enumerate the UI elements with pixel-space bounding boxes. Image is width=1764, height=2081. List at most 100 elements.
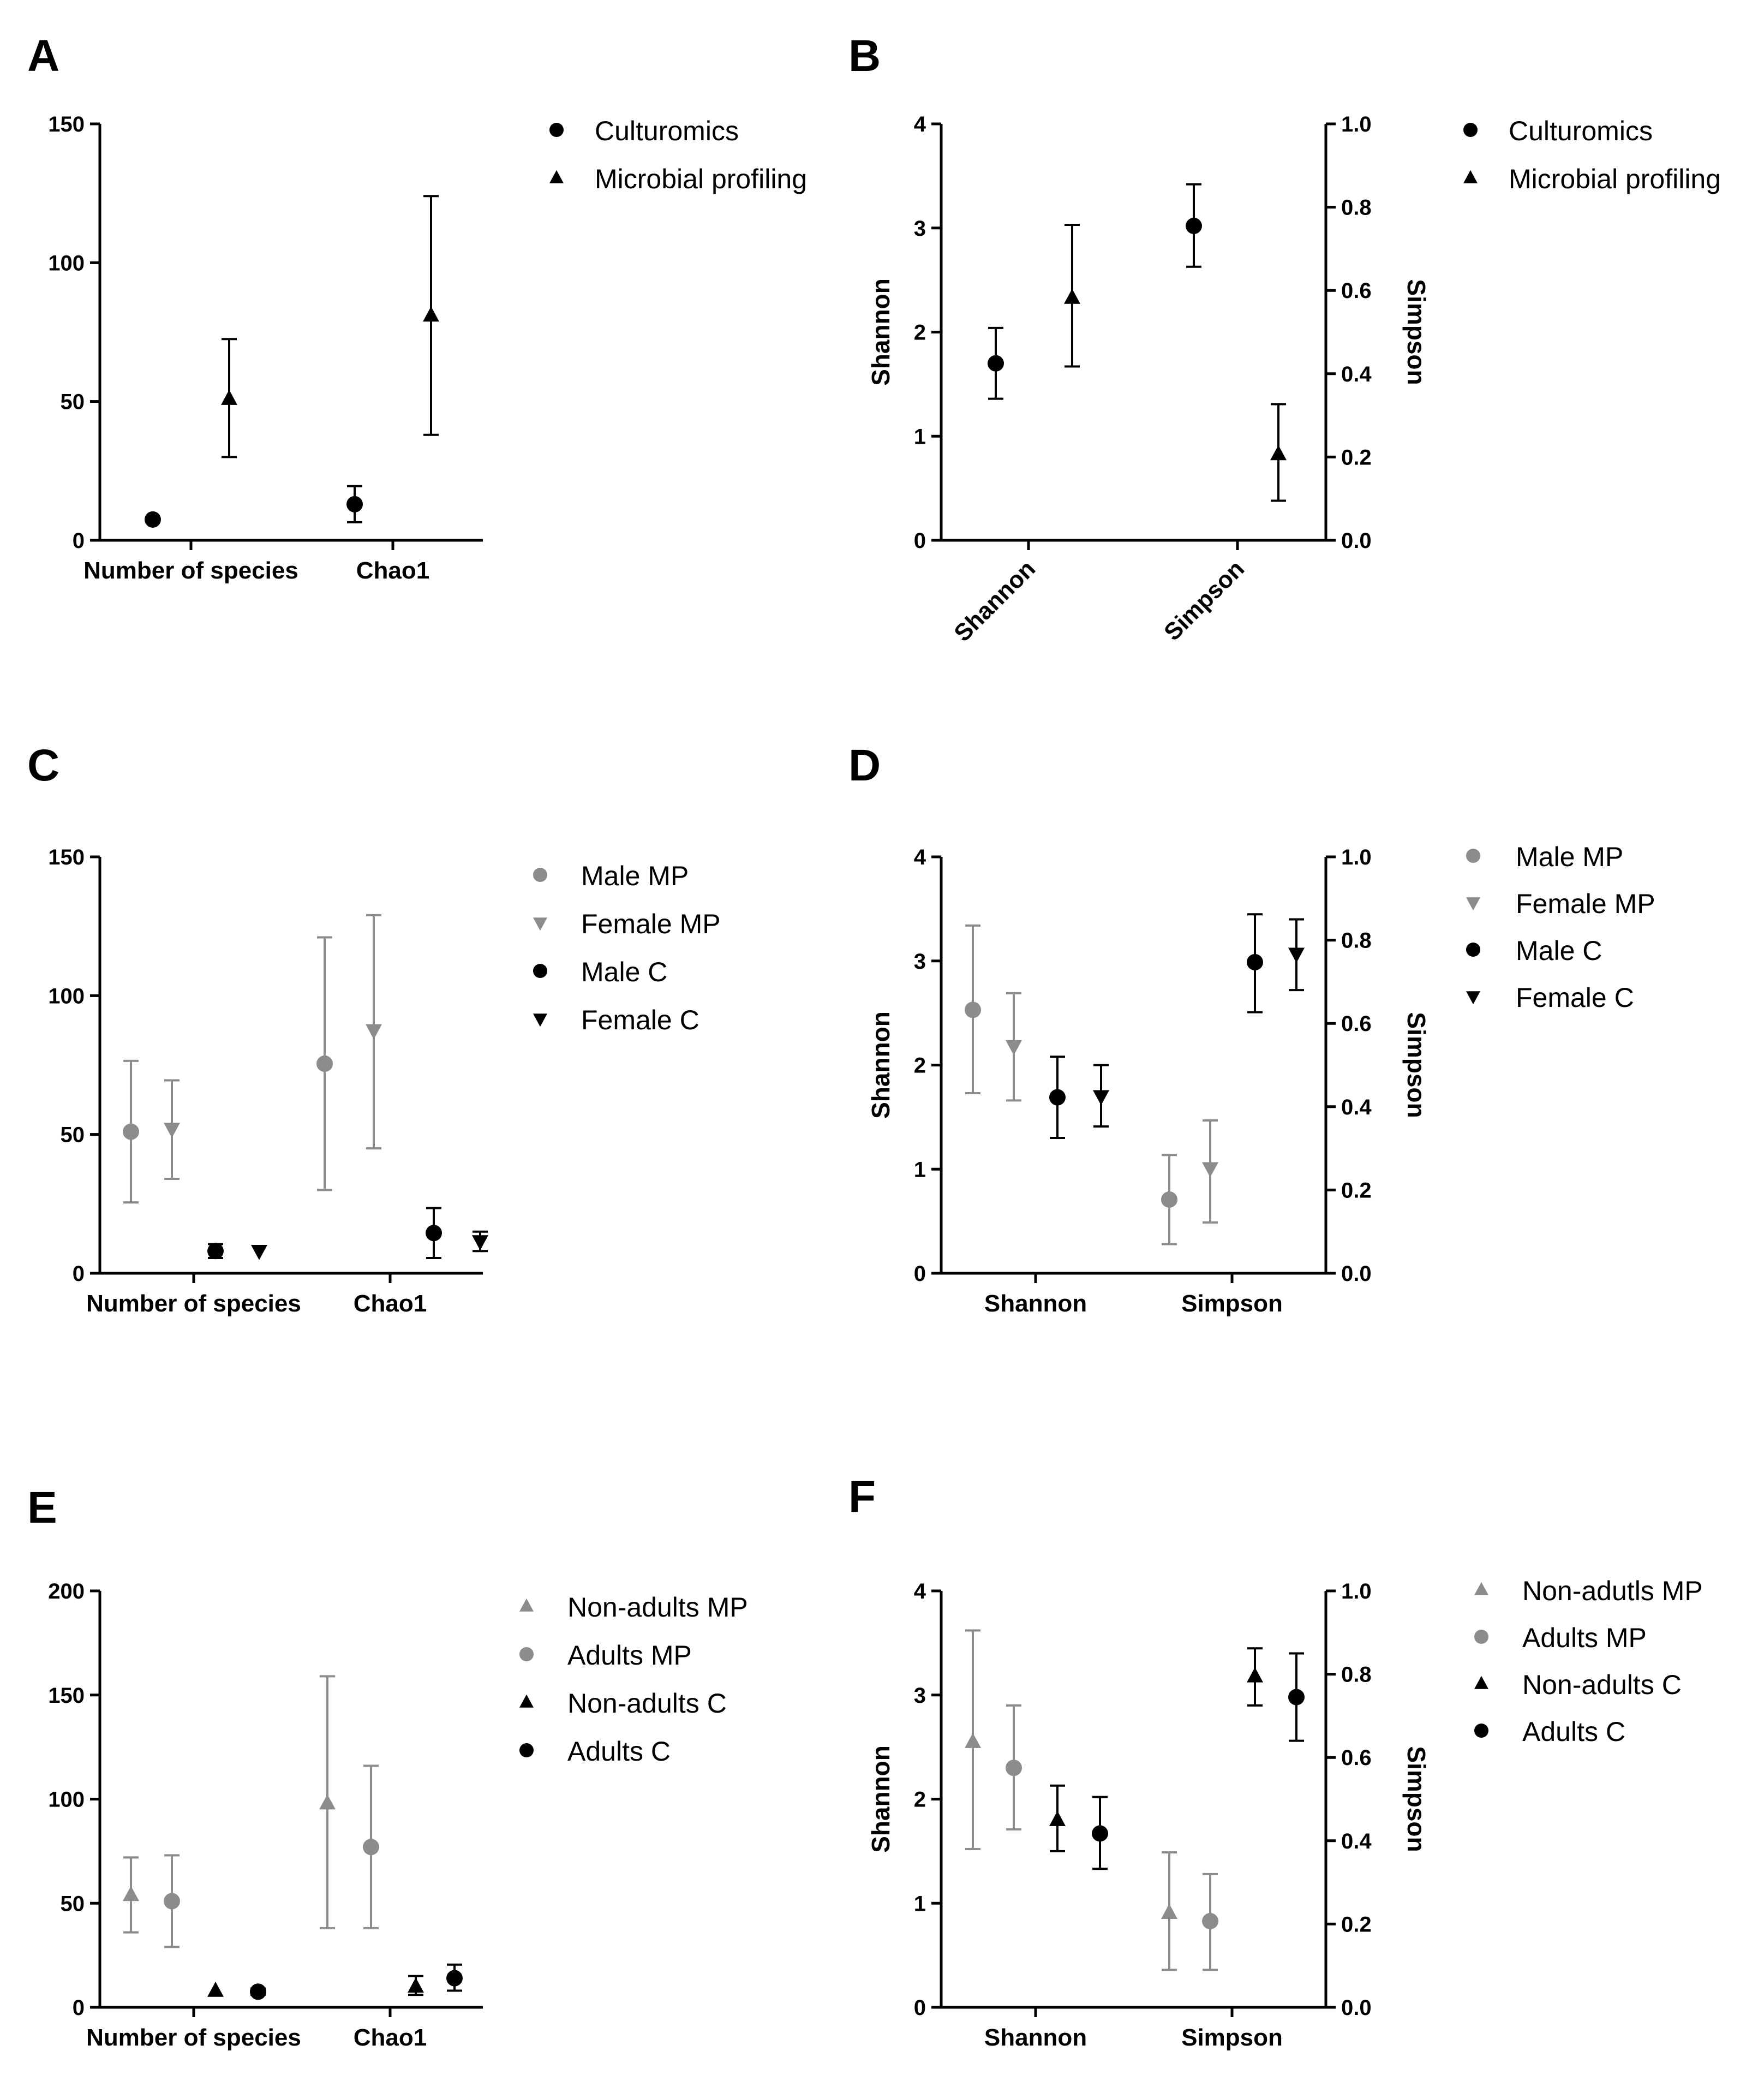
panel-f: F 0 1 2 3 4 0.0 0.2 0.4 0.6 0.8 1.0 Shannon Simpson Sh…	[848, 1472, 1703, 2051]
y-tick-label: 100	[48, 251, 85, 275]
x-category-label: Chao1	[356, 557, 429, 584]
legend-marker	[533, 964, 547, 978]
legend-marker	[533, 868, 547, 882]
legend-marker	[549, 123, 564, 137]
data-point	[1006, 1760, 1022, 1776]
panel-label: A	[27, 31, 59, 81]
y-right-tick-label: 0.4	[1341, 1829, 1372, 1853]
data-point	[1064, 289, 1080, 304]
data-point	[221, 390, 237, 405]
panel-d: D 0 1 2 3 4 0.0 0.2 0.4 0.6 0.8 1.0 Shannon Simpson Sh…	[848, 741, 1655, 1317]
y-right-tick-label: 0.6	[1341, 279, 1372, 303]
panel-c: C 0 50 100 150 Number of species Chao1 Male MP F…	[27, 741, 721, 1317]
legend-marker	[1474, 1582, 1488, 1595]
y-right-tick-label: 0.8	[1341, 929, 1372, 953]
y-tick-label: 0	[914, 1996, 926, 2020]
y-tick-label: 50	[61, 1123, 85, 1147]
legend-marker	[1466, 991, 1480, 1005]
legend-label: Male MP	[581, 861, 689, 891]
x-category-label: Number of species	[86, 2024, 301, 2051]
x-category-label: Number of species	[83, 557, 298, 584]
x-category-label: Chao1	[354, 2024, 427, 2051]
data-point	[1288, 947, 1305, 963]
data-point	[164, 1893, 180, 1910]
data-point	[319, 1794, 336, 1810]
y-tick-label: 200	[48, 1579, 85, 1603]
data-point	[1161, 1904, 1177, 1919]
data-point	[366, 1024, 382, 1040]
data-point	[251, 1245, 267, 1260]
x-category-label: Chao1	[354, 1290, 427, 1317]
x-category-label: Number of species	[86, 1290, 301, 1317]
data-point	[123, 1886, 139, 1901]
y-tick-label: 4	[914, 112, 926, 136]
legend-marker	[1474, 1675, 1488, 1689]
legend-label: Non-adults MP	[567, 1592, 748, 1623]
y-tick-label: 0	[73, 1262, 85, 1286]
y-tick-label: 0	[914, 529, 926, 553]
y-right-tick-label: 0.6	[1341, 1746, 1372, 1770]
y-axis-title-right: Simpson	[1402, 1746, 1431, 1852]
y-tick-label: 150	[48, 1684, 85, 1708]
y-right-tick-label: 0.0	[1341, 1262, 1372, 1286]
panel-label: D	[848, 741, 881, 790]
legend-label: Microbial profiling	[1509, 164, 1721, 194]
y-right-tick-label: 1.0	[1341, 112, 1372, 136]
legend-marker	[1466, 849, 1480, 863]
legend-marker	[1474, 1724, 1488, 1738]
legend-label: Non-adults C	[567, 1688, 727, 1719]
y-right-tick-label: 0.2	[1341, 1178, 1372, 1202]
legend-label: Female C	[1516, 982, 1634, 1013]
y-right-tick-label: 0.0	[1341, 529, 1372, 553]
y-right-tick-label: 0.0	[1341, 1996, 1372, 2020]
y-tick-label: 3	[914, 1684, 926, 1708]
y-right-tick-label: 0.2	[1341, 445, 1372, 469]
legend-label: Female MP	[581, 909, 721, 939]
y-right-tick-label: 0.6	[1341, 1012, 1372, 1036]
y-tick-label: 4	[914, 1579, 926, 1603]
legend-marker	[519, 1598, 534, 1612]
y-right-tick-label: 1.0	[1341, 1579, 1372, 1603]
data-point	[1247, 954, 1263, 971]
data-point	[426, 1225, 442, 1242]
legend-marker	[533, 1013, 547, 1027]
y-tick-label: 1	[914, 1892, 926, 1916]
y-tick-label: 2	[914, 1054, 926, 1078]
y-tick-label: 0	[73, 529, 85, 553]
legend-marker	[533, 917, 547, 931]
data-point	[1202, 1162, 1218, 1178]
y-tick-label: 0	[73, 1996, 85, 2020]
data-point	[123, 1123, 139, 1140]
y-tick-label: 1	[914, 1158, 926, 1182]
legend-marker	[519, 1647, 534, 1661]
legend-marker	[1463, 123, 1478, 137]
y-axis-title-left: Shannon	[866, 1745, 895, 1853]
y-tick-label: 50	[61, 1892, 85, 1916]
data-point	[1186, 217, 1202, 234]
x-category-label: Simpson	[1159, 555, 1249, 646]
y-tick-label: 50	[61, 390, 85, 414]
legend-label: Microbial profiling	[595, 164, 807, 194]
y-tick-label: 2	[914, 1788, 926, 1812]
y-right-tick-label: 0.8	[1341, 196, 1372, 220]
y-tick-label: 2	[914, 321, 926, 345]
y-axis-title-right: Simpson	[1402, 279, 1431, 385]
y-tick-label: 3	[914, 950, 926, 974]
legend-label: Adults C	[1522, 1716, 1625, 1747]
data-point	[316, 1055, 333, 1072]
panel-label: E	[27, 1483, 57, 1533]
panel-label: C	[27, 741, 59, 790]
data-point	[1093, 1090, 1109, 1106]
panel-a: A 0 50 100 150 Number of species Chao1 Culturom…	[27, 31, 807, 584]
legend-label: Female C	[581, 1005, 699, 1035]
y-axis-title-left: Shannon	[866, 278, 895, 386]
data-point	[408, 1977, 424, 1993]
legend-label: Male C	[1516, 935, 1602, 966]
legend-marker	[549, 170, 564, 183]
legend-marker	[1463, 170, 1478, 183]
legend-label: Adults MP	[567, 1640, 692, 1671]
data-point	[1202, 1913, 1218, 1930]
y-tick-label: 4	[914, 845, 926, 869]
y-right-tick-label: 0.2	[1341, 1912, 1372, 1936]
